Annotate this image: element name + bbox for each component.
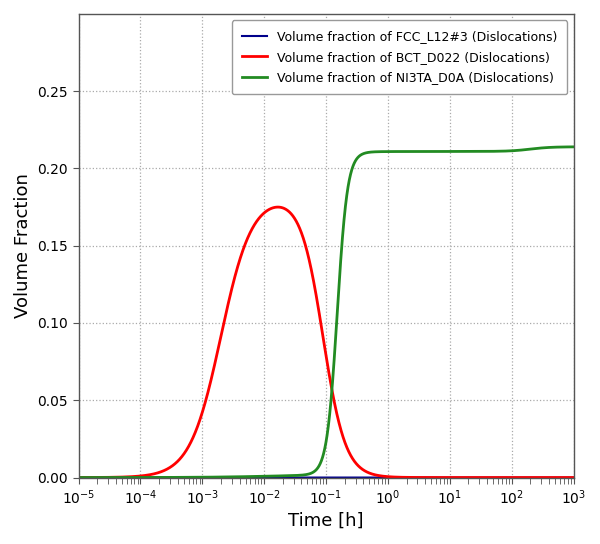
Volume fraction of BCT_D022 (Dislocations) bbox=[317, 319, 324, 325]
Volume fraction of BCT_D022 (Dislocations) bbox=[544, 474, 551, 481]
Volume fraction of NI3TA_D0A (Dislocations) bbox=[317, 460, 324, 466]
Volume fraction of NI3TA_D0A (Dislocations) bbox=[544, 144, 551, 151]
Volume fraction of BCT_D022 (Dislocations) bbox=[274, 204, 281, 211]
Volume fraction of FCC_L12#3 (Dislocations) bbox=[544, 474, 551, 481]
Volume fraction of BCT_D022 (Dislocations) bbox=[75, 474, 82, 481]
Volume fraction of NI3TA_D0A (Dislocations) bbox=[104, 474, 112, 481]
Volume fraction of BCT_D022 (Dislocations) bbox=[172, 460, 179, 466]
Legend: Volume fraction of FCC_L12#3 (Dislocations), Volume fraction of BCT_D022 (Disloc: Volume fraction of FCC_L12#3 (Dislocatio… bbox=[232, 20, 567, 94]
Y-axis label: Volume Fraction: Volume Fraction bbox=[14, 174, 32, 318]
Volume fraction of BCT_D022 (Dislocations) bbox=[570, 474, 577, 481]
Volume fraction of FCC_L12#3 (Dislocations) bbox=[77, 474, 85, 481]
X-axis label: Time [h]: Time [h] bbox=[289, 512, 364, 530]
Volume fraction of FCC_L12#3 (Dislocations) bbox=[172, 474, 179, 481]
Line: Volume fraction of NI3TA_D0A (Dislocations): Volume fraction of NI3TA_D0A (Dislocatio… bbox=[79, 147, 574, 478]
Volume fraction of NI3TA_D0A (Dislocations) bbox=[172, 474, 179, 481]
Volume fraction of BCT_D022 (Dislocations) bbox=[104, 474, 112, 480]
Volume fraction of FCC_L12#3 (Dislocations) bbox=[317, 474, 324, 481]
Volume fraction of NI3TA_D0A (Dislocations) bbox=[95, 474, 103, 481]
Line: Volume fraction of BCT_D022 (Dislocations): Volume fraction of BCT_D022 (Dislocation… bbox=[79, 207, 574, 478]
Volume fraction of FCC_L12#3 (Dislocations) bbox=[104, 474, 112, 481]
Volume fraction of BCT_D022 (Dislocations) bbox=[77, 474, 85, 481]
Volume fraction of BCT_D022 (Dislocations) bbox=[95, 474, 103, 481]
Volume fraction of FCC_L12#3 (Dislocations) bbox=[95, 474, 103, 481]
Volume fraction of NI3TA_D0A (Dislocations) bbox=[570, 144, 577, 150]
Volume fraction of FCC_L12#3 (Dislocations) bbox=[570, 474, 577, 481]
Volume fraction of FCC_L12#3 (Dislocations) bbox=[75, 474, 82, 481]
Volume fraction of NI3TA_D0A (Dislocations) bbox=[75, 474, 82, 481]
Volume fraction of NI3TA_D0A (Dislocations) bbox=[77, 474, 85, 481]
